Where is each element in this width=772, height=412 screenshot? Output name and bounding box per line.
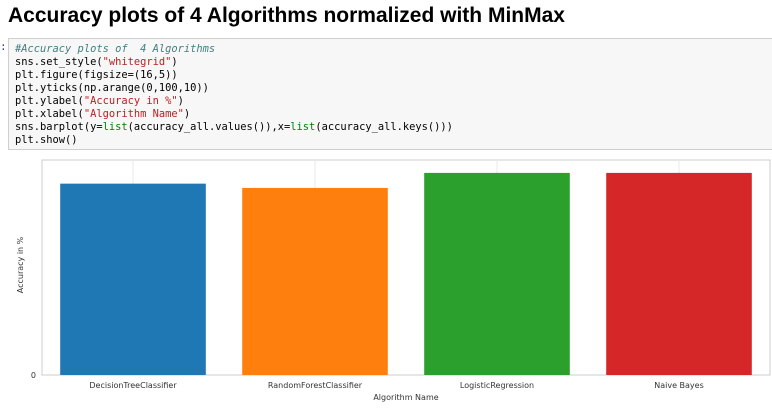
code-token: ): [183, 108, 191, 120]
code-token: ): [177, 95, 184, 107]
x-tick-label: LogisticRegression: [460, 381, 534, 390]
code-token: "whitegrid": [102, 56, 172, 68]
code-token: sns.set_style(: [15, 56, 103, 68]
x-tick-label: RandomForestClassifier: [268, 381, 363, 390]
y-axis-label: Accuracy in %: [16, 236, 25, 293]
code-token: plt.xlabel(: [15, 108, 84, 120]
code-line: plt.figure(figsize=(16,5)): [15, 69, 178, 82]
bar: [606, 172, 752, 375]
bar: [60, 183, 206, 375]
code-token: list: [102, 121, 128, 133]
y-tick-label: 0: [31, 371, 36, 380]
code-line: plt.xlabel("Algorithm Name"): [15, 108, 190, 121]
bar-chart: DecisionTreeClassifier RandomForestClassi…: [16, 159, 771, 402]
code-token: plt.figure(figsize=(16,5)): [15, 69, 178, 81]
x-tick-label: Naive Bayes: [654, 381, 704, 390]
code-token: ): [171, 56, 178, 68]
code-token: sns.barplot(y=: [15, 121, 103, 133]
code-token: (accuracy_all.keys())): [315, 121, 453, 133]
code-line: sns.barplot(y=list(accuracy_all.values()…: [15, 121, 453, 134]
code-token: #Accuracy plots of 4 Algorithms: [15, 43, 216, 55]
cell-output: DecisionTreeClassifier RandomForestClassi…: [0, 150, 772, 407]
code-token: (accuracy_all.values()),x=: [127, 121, 291, 133]
code-line: #Accuracy plots of 4 Algorithms: [15, 43, 215, 56]
notebook-heading: Accuracy plots of 4 Algorithms normalize…: [8, 4, 565, 27]
cell-prompt: :: [0, 40, 7, 53]
code-token: plt.ylabel(: [15, 95, 84, 107]
code-line: sns.set_style("whitegrid"): [15, 56, 178, 69]
code-token: list: [290, 121, 316, 133]
code-cell[interactable]: #Accuracy plots of 4 Algorithms sns.set_s…: [8, 38, 772, 150]
x-tick-label: DecisionTreeClassifier: [89, 381, 177, 390]
code-token: "Accuracy in %": [83, 95, 178, 107]
code-line: plt.ylabel("Accuracy in %"): [15, 95, 184, 108]
code-token: plt.yticks(np.arange(0,100,10)): [15, 82, 209, 94]
code-line: plt.yticks(np.arange(0,100,10)): [15, 82, 209, 95]
bar: [424, 172, 570, 375]
x-axis-label: Algorithm Name: [373, 393, 438, 402]
code-line: plt.show(): [15, 134, 78, 147]
bar: [242, 187, 388, 375]
code-token: "Algorithm Name": [83, 108, 184, 120]
code-token: plt.show(): [15, 134, 78, 146]
